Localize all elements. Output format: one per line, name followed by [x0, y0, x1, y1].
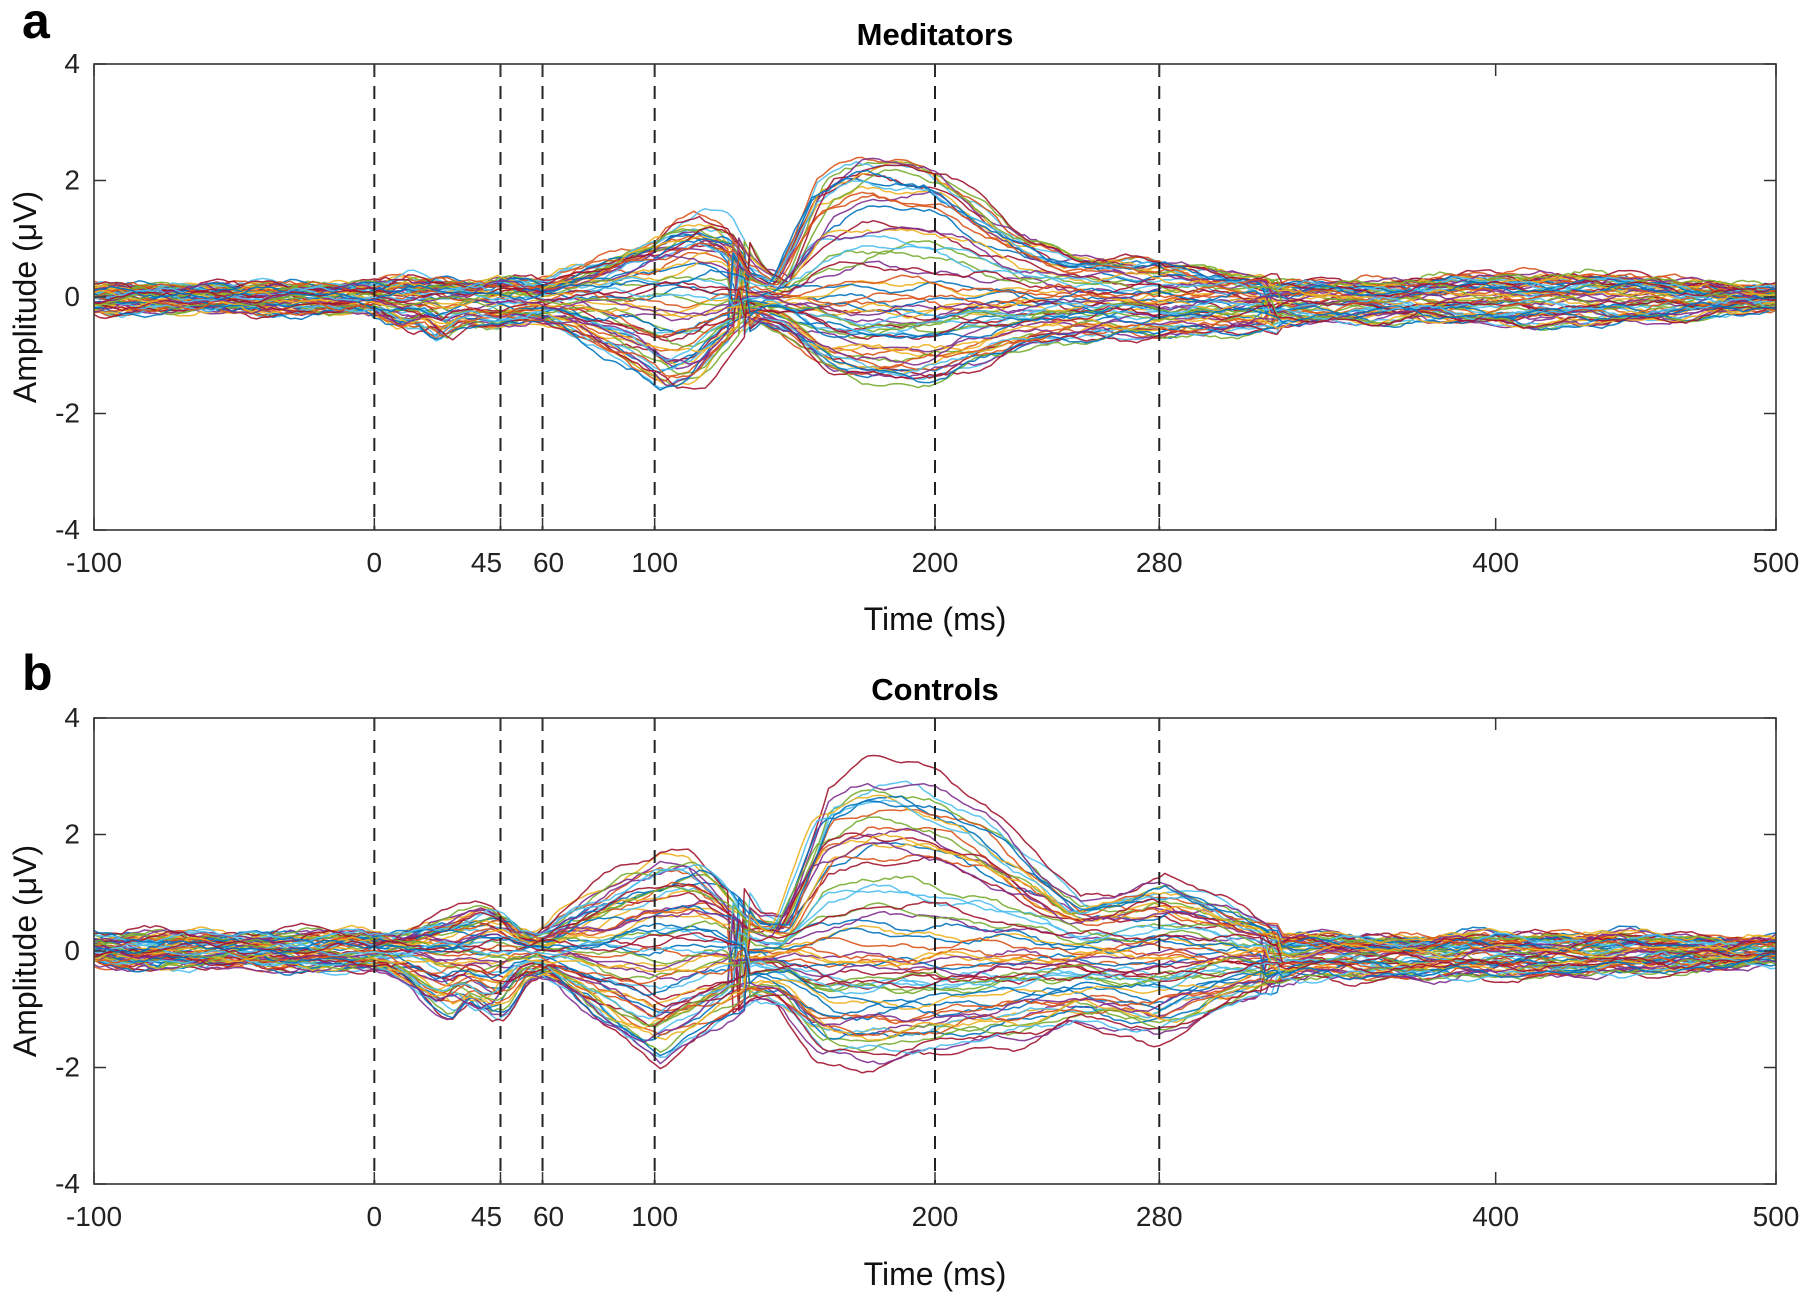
y-tick-label: -2 [55, 398, 80, 429]
panel-a-y-tick-labels: -4 -2 0 2 4 [55, 48, 80, 545]
panel-b-chart: b Controls -100 0 45 60 100 200 280 400 500 -4 -2… [7, 645, 1799, 1292]
panel-b-x-axis-label: Time (ms) [864, 1256, 1007, 1292]
x-tick-label: 45 [471, 1201, 502, 1232]
y-tick-label: 2 [64, 165, 80, 196]
panel-a-title: Meditators [857, 17, 1014, 52]
x-tick-label: 100 [631, 547, 678, 578]
y-tick-label: 0 [64, 281, 80, 312]
panel-a-x-tick-labels: -100 0 45 60 100 200 280 400 500 [66, 547, 1799, 578]
x-tick-label: 400 [1472, 1201, 1519, 1232]
x-tick-label: 45 [471, 547, 502, 578]
panel-a-ticks [93, 63, 1777, 531]
x-tick-label: -100 [66, 1201, 122, 1232]
x-tick-label: 500 [1753, 547, 1800, 578]
x-tick-label: 400 [1472, 547, 1519, 578]
y-tick-label: -4 [55, 514, 80, 545]
panel-b-traces [93, 754, 1777, 1074]
panel-b-markers [373, 718, 1161, 1184]
panel-a-y-axis-label: Amplitude (μV) [7, 191, 43, 403]
x-tick-label: 280 [1136, 547, 1183, 578]
channel-trace [93, 924, 1777, 973]
panel-a-chart: a Meditators -100 0 45 60 100 200 280 400 500 -4… [7, 0, 1799, 637]
y-tick-label: 2 [64, 819, 80, 850]
x-tick-label: -100 [66, 547, 122, 578]
channel-trace [93, 946, 1777, 977]
panel-b-x-tick-labels: -100 0 45 60 100 200 280 400 500 [66, 1201, 1799, 1232]
y-tick-label: 4 [64, 702, 80, 733]
x-tick-label: 60 [533, 547, 564, 578]
panel-b-ticks [93, 717, 1777, 1185]
y-tick-label: -4 [55, 1168, 80, 1199]
x-tick-label: 0 [367, 547, 383, 578]
x-tick-label: 500 [1753, 1201, 1800, 1232]
panel-b-title: Controls [871, 672, 998, 707]
y-tick-label: -2 [55, 1052, 80, 1083]
x-tick-label: 280 [1136, 1201, 1183, 1232]
y-tick-label: 4 [64, 48, 80, 79]
x-tick-label: 100 [631, 1201, 678, 1232]
panel-a-x-axis-label: Time (ms) [864, 601, 1007, 637]
panel-b-y-axis-label: Amplitude (μV) [7, 845, 43, 1057]
x-tick-label: 200 [912, 1201, 959, 1232]
panel-a-letter: a [22, 0, 51, 49]
channel-trace [93, 180, 1777, 371]
panel-a-markers [373, 64, 1161, 530]
panel-b-y-tick-labels: -4 -2 0 2 4 [55, 702, 80, 1199]
x-tick-label: 200 [912, 547, 959, 578]
channel-trace [93, 274, 1777, 338]
y-tick-label: 0 [64, 935, 80, 966]
x-tick-label: 0 [367, 1201, 383, 1232]
panel-b-letter: b [22, 645, 53, 701]
x-tick-label: 60 [533, 1201, 564, 1232]
